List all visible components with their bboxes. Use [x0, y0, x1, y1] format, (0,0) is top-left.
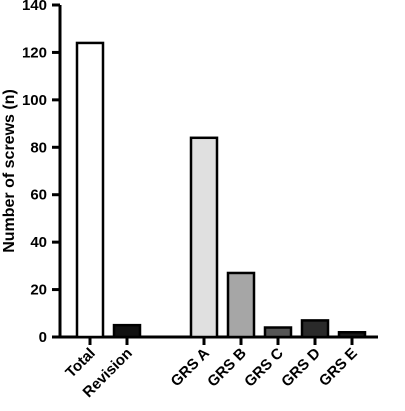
y-tick-label: 140	[22, 0, 47, 14]
x-tick-label: GRS E	[316, 345, 361, 390]
x-tick-label: GRS C	[241, 345, 287, 391]
bar-revision	[112, 323, 142, 339]
x-tick-label: GRS B	[204, 345, 250, 391]
x-tick-label: GRS D	[278, 345, 324, 391]
bar-grs-a	[189, 136, 219, 339]
x-axis	[60, 335, 378, 345]
bar-grs-b	[226, 271, 256, 339]
y-axis-title: Number of screws (n)	[1, 89, 18, 253]
y-tick-label: 120	[22, 44, 47, 61]
bar-grs-d	[300, 319, 330, 339]
y-tick-label: 80	[30, 139, 47, 156]
y-tick-label: 20	[30, 282, 47, 299]
x-tick-label: GRS A	[168, 345, 213, 390]
y-axis: 0 20 40 60 80 100 120 140	[22, 0, 62, 346]
y-tick-label: 40	[30, 234, 47, 251]
y-tick-label: 0	[39, 329, 47, 346]
bar-grs-e	[337, 331, 367, 339]
bar-total	[75, 41, 105, 339]
y-tick-label: 100	[22, 92, 47, 109]
y-tick-label: 60	[30, 187, 47, 204]
bars	[75, 41, 367, 339]
bar-grs-c	[263, 326, 293, 339]
